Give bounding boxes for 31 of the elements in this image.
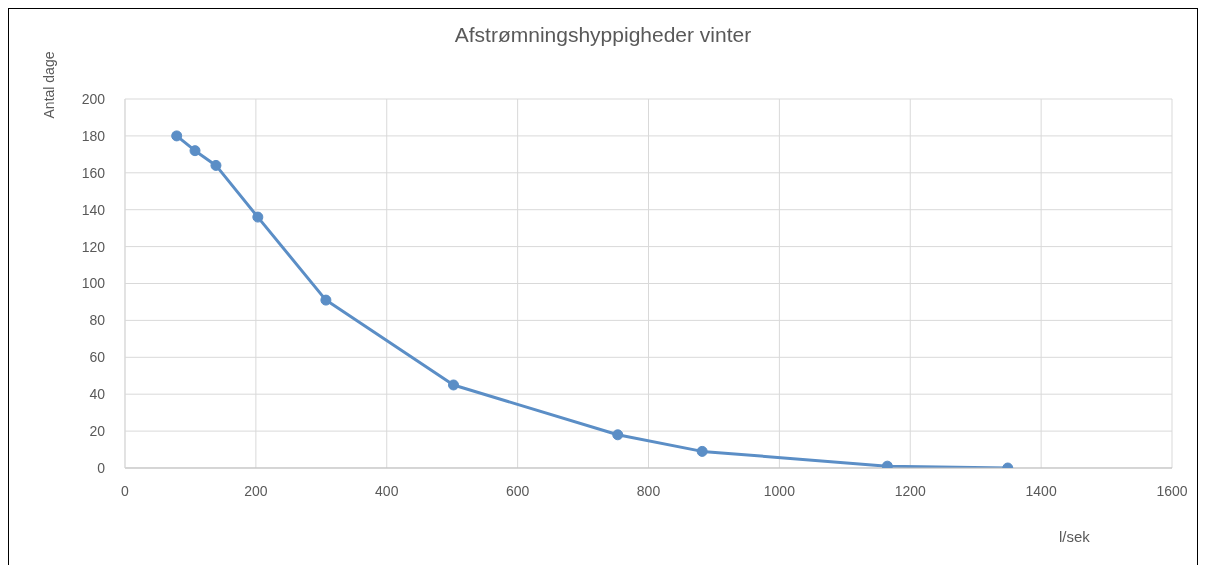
y-tick-label: 120 (81, 238, 106, 255)
y-tick-label: 40 (89, 386, 106, 403)
y-tick-label: 160 (81, 164, 106, 181)
point (612, 429, 624, 441)
x-axis-title: l/sek (1059, 528, 1090, 545)
point (252, 211, 264, 223)
y-tick-label: 20 (89, 423, 106, 440)
x-tick-label: 0 (121, 482, 130, 499)
x-tick-label: 200 (244, 482, 268, 499)
x-tick-label: 1400 (1025, 482, 1057, 499)
x-tick-label: 600 (505, 482, 530, 499)
y-tick-label: 140 (81, 201, 106, 218)
x-tick-label: 400 (375, 482, 399, 499)
point (696, 445, 708, 457)
y-tick-label: 60 (89, 349, 106, 366)
y-tick-label: 180 (81, 127, 106, 144)
point (189, 145, 201, 157)
chart-title: Afstrømningshyppigheder vinter (453, 23, 753, 47)
y-axis-title: Antal dage (41, 51, 58, 119)
x-tick-label: 1600 (1156, 482, 1188, 499)
point (171, 130, 183, 142)
y-tick-label: 80 (89, 312, 106, 329)
y-tick-label: 200 (81, 90, 106, 107)
y-tick-label: 0 (97, 459, 106, 476)
x-tick-label: 1200 (894, 482, 927, 499)
point (448, 379, 459, 391)
x-tick-label: 1000 (763, 482, 796, 499)
x-tick-label: 800 (636, 482, 661, 499)
y-tick-label: 100 (81, 275, 106, 292)
point (210, 159, 222, 171)
point (320, 294, 332, 306)
